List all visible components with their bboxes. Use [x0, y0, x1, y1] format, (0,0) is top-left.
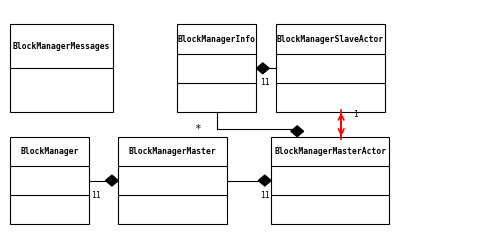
Bar [177, 24, 256, 112]
Text: 11: 11 [260, 191, 270, 200]
Text: BlockManagerMasterActor: BlockManagerMasterActor [274, 147, 387, 156]
Bar [10, 137, 89, 224]
Polygon shape [106, 175, 118, 186]
Bar [10, 24, 113, 112]
Text: BlockManager: BlockManager [20, 147, 78, 156]
Text: *: * [194, 124, 201, 134]
Polygon shape [256, 63, 269, 74]
Polygon shape [291, 126, 304, 137]
Polygon shape [258, 175, 271, 186]
Bar [118, 137, 227, 224]
Text: BlockManagerMessages: BlockManagerMessages [13, 42, 110, 51]
Text: 11: 11 [260, 79, 270, 87]
Text: 1: 1 [353, 110, 358, 119]
Text: BlockManagerInfo: BlockManagerInfo [178, 35, 256, 43]
Bar [276, 24, 385, 112]
Text: BlockManagerSlaveActor: BlockManagerSlaveActor [277, 35, 384, 43]
Bar [271, 137, 389, 224]
Text: 11: 11 [91, 191, 101, 200]
Text: BlockManagerMaster: BlockManagerMaster [129, 147, 216, 156]
